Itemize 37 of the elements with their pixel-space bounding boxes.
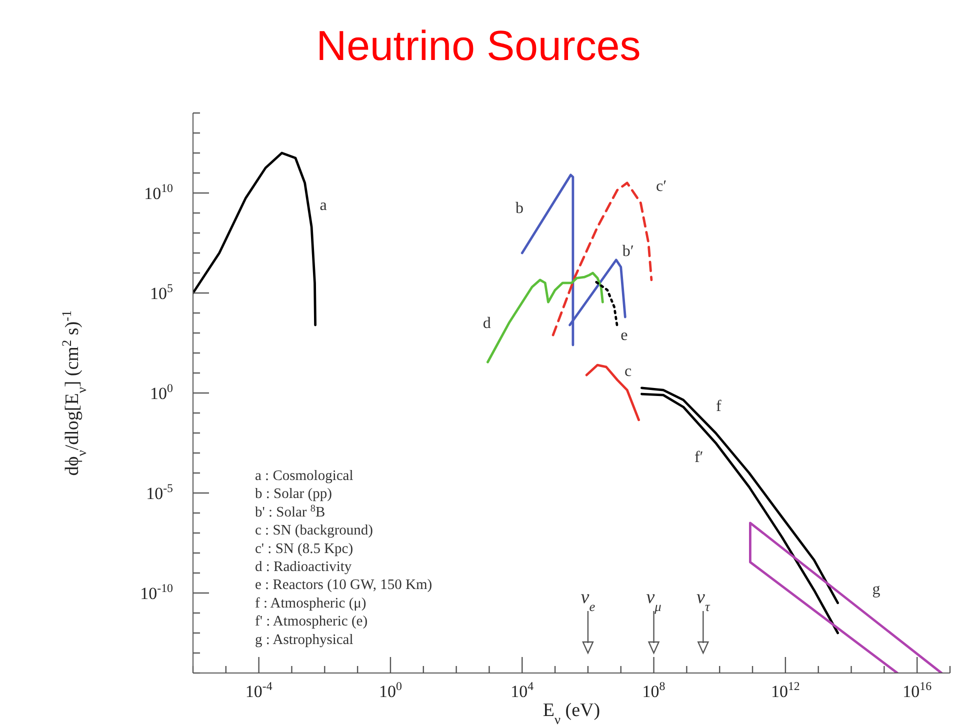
series-label: a (320, 197, 327, 214)
annotation: c' : SN (8.5 Kpc) (255, 540, 354, 557)
y-tick-label: 10$^{10}$ (144, 181, 174, 203)
series-label: g (872, 581, 880, 598)
x-tick-label: 10$^{8}$ (642, 679, 666, 701)
series-label: f (716, 398, 722, 415)
annotation: ν$_{μ}$ (646, 587, 662, 614)
y-tick-label: 10$^{-5}$ (146, 481, 174, 503)
annotation: f' : Atmospheric (e) (255, 614, 368, 630)
annotation: ν$_{τ}$ (696, 587, 711, 614)
annotation: g : Astrophysical (255, 632, 354, 648)
x-tick-label: 10$^{-4}$ (245, 679, 272, 701)
annotation: f : Atmospheric (μ) (255, 595, 366, 612)
y-tick-label: 10$^{0}$ (150, 381, 174, 403)
x-tick-label: 10$^{16}$ (902, 679, 932, 701)
annotation: b : Solar (pp) (255, 486, 332, 502)
series-label: b′ (622, 243, 634, 260)
x-tick-label: 10$^{4}$ (510, 679, 534, 701)
x-axis-title: E$_{ν}$ (eV) (542, 700, 600, 725)
series-label: e (620, 327, 628, 344)
annotation: ν$_{e}$ (580, 587, 596, 614)
x-tick-label: 10$^{0}$ (379, 679, 402, 701)
series-label: b (515, 200, 524, 217)
annotation: d : Radioactivity (255, 559, 352, 575)
chart-title: Neutrino Sources (315, 22, 642, 70)
series-label: c (624, 363, 632, 380)
annotation: b' : Solar $^{8}$B (255, 502, 326, 520)
annotation: c : SN (background) (255, 522, 374, 539)
line-series (585, 364, 640, 422)
series-label: c′ (656, 178, 667, 195)
y-tick-label: 10$^{-10}$ (140, 581, 174, 603)
annotation: a : Cosmological (255, 468, 354, 484)
series-label: f′ (694, 449, 704, 466)
y-tick-label: 10$^{5}$ (150, 281, 174, 303)
annotation: e : Reactors (10 GW, 150 Km) (255, 577, 432, 594)
x-tick-label: 10$^{12}$ (770, 679, 800, 701)
series-label: d (482, 315, 491, 332)
